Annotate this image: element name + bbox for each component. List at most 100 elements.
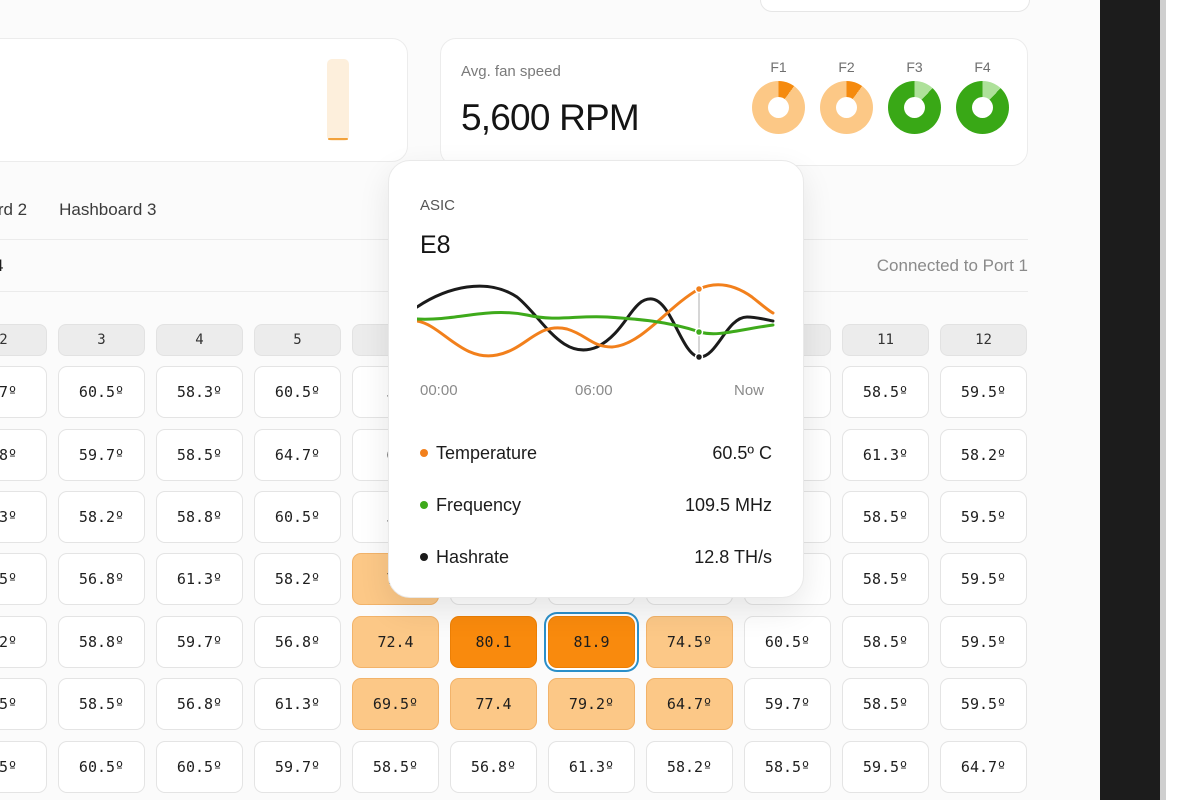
time-label-mid: 06:00 — [575, 382, 613, 399]
column-header[interactable]: 11 — [842, 324, 929, 356]
asic-cell[interactable]: 59.7º — [58, 429, 145, 481]
asic-cell[interactable]: 60.5º — [58, 741, 145, 793]
asic-cell[interactable]: .5º — [0, 741, 47, 793]
frequency-point — [694, 327, 704, 337]
asic-cell[interactable]: 58.5º — [842, 616, 929, 668]
hashboard-tabs: hboard 2 Hashboard 3 — [0, 200, 156, 220]
asic-cell[interactable]: 79.2º — [548, 678, 635, 730]
hashrate-dot — [420, 553, 428, 561]
asic-cell[interactable]: 60.5º — [58, 366, 145, 418]
metric-frequency: Frequency 109.5 MHz — [420, 494, 772, 516]
asic-cell[interactable]: 77.4 — [450, 678, 537, 730]
asic-cell[interactable]: .7º — [0, 366, 47, 418]
asic-cell[interactable]: 58.8º — [156, 491, 243, 543]
asic-cell[interactable]: 56.8º — [254, 616, 341, 668]
metric-value: 109.5 MHz — [684, 494, 772, 515]
hashrate-line — [417, 284, 775, 359]
asic-cell[interactable]: .2º — [0, 616, 47, 668]
asic-cell[interactable]: 58.5º — [842, 366, 929, 418]
asic-cell[interactable]: .5º — [0, 678, 47, 730]
fan-donut — [888, 81, 941, 134]
asic-cell[interactable]: 58.2º — [940, 429, 1027, 481]
column-header[interactable]: 12 — [940, 324, 1027, 356]
asic-cell[interactable]: 58.5º — [352, 741, 439, 793]
summary-card — [0, 38, 408, 162]
asic-cell[interactable]: 59.5º — [940, 678, 1027, 730]
asic-cell[interactable]: 59.7º — [156, 616, 243, 668]
fan-donut — [752, 81, 805, 134]
column-header[interactable]: 5 — [254, 324, 341, 356]
column-header[interactable]: 2 — [0, 324, 47, 356]
metric-label: Hashrate — [436, 546, 510, 567]
asic-cell[interactable]: 61.3º — [156, 553, 243, 605]
asic-cell[interactable]: 60.5º — [156, 741, 243, 793]
asic-cell[interactable]: 58.2º — [646, 741, 733, 793]
asic-cell[interactable]: .5º — [0, 553, 47, 605]
asic-cell[interactable]: 60.5º — [254, 366, 341, 418]
asic-cell[interactable]: 61.3º — [842, 429, 929, 481]
asic-cell[interactable]: 59.5º — [842, 741, 929, 793]
hashrate-point — [694, 352, 704, 362]
background — [1166, 0, 1200, 800]
device-edge — [1160, 0, 1166, 800]
fan-gauge-3: F3 — [888, 59, 941, 134]
fan-gauge-label: F3 — [906, 59, 923, 75]
asic-cell[interactable]: 56.8º — [156, 678, 243, 730]
asic-cell[interactable]: 58.5º — [156, 429, 243, 481]
device-bezel — [1100, 0, 1160, 800]
asic-cell[interactable]: 72.4 — [352, 616, 439, 668]
tab-hashboard-3[interactable]: Hashboard 3 — [59, 200, 157, 219]
fan-gauge-2: F2 — [820, 59, 873, 134]
column-header[interactable]: 3 — [58, 324, 145, 356]
metric-hashrate: Hashrate 12.8 TH/s — [420, 546, 772, 568]
asic-cell[interactable]: 81.9 — [548, 616, 635, 668]
asic-cell[interactable]: 61.3º — [548, 741, 635, 793]
asic-cell[interactable]: 60.5º — [254, 491, 341, 543]
asic-cell[interactable]: 58.3º — [156, 366, 243, 418]
asic-cell[interactable]: 58.5º — [744, 741, 831, 793]
asic-cell[interactable]: 64.7º — [940, 741, 1027, 793]
asic-cell[interactable]: .8º — [0, 429, 47, 481]
asic-cell[interactable]: 59.5º — [940, 616, 1027, 668]
fan-gauge-1: F1 — [752, 59, 805, 134]
asic-cell[interactable]: 58.8º — [58, 616, 145, 668]
asic-tooltip: ASIC E8 00:00 06:00 Now Temperature 60.5… — [388, 160, 804, 598]
column-header[interactable]: 4 — [156, 324, 243, 356]
asic-cell[interactable]: 58.5º — [842, 553, 929, 605]
fan-gauges: F1 F2 F3 F4 — [752, 59, 1009, 134]
asic-cell[interactable]: 69.5º — [352, 678, 439, 730]
asic-cell[interactable]: 59.7º — [254, 741, 341, 793]
asic-cell[interactable]: 58.2º — [254, 553, 341, 605]
fan-gauge-4: F4 — [956, 59, 1009, 134]
metric-label: Frequency — [436, 494, 522, 515]
asic-cell[interactable]: 58.5º — [842, 678, 929, 730]
asic-cell[interactable]: 56.8º — [450, 741, 537, 793]
metric-temperature: Temperature 60.5º C — [420, 442, 772, 464]
frequency-line — [417, 311, 775, 336]
asic-cell[interactable]: 59.7º — [744, 678, 831, 730]
tab-hashboard-2[interactable]: hboard 2 — [0, 200, 28, 219]
asic-cell[interactable]: 58.2º — [58, 491, 145, 543]
tooltip-kicker: ASIC — [420, 197, 456, 214]
asic-cell[interactable]: 60.5º — [744, 616, 831, 668]
asic-cell[interactable]: 61.3º — [254, 678, 341, 730]
asic-cell[interactable]: 59.5º — [940, 491, 1027, 543]
metric-label: Temperature — [436, 442, 538, 463]
asic-cell[interactable]: 59.5º — [940, 553, 1027, 605]
asic-cell[interactable]: 58.5º — [58, 678, 145, 730]
asic-cell[interactable]: 64.7º — [646, 678, 733, 730]
asic-cell[interactable]: 56.8º — [58, 553, 145, 605]
fan-speed-card: Avg. fan speed 5,600 RPM F1 F2 F3 F4 — [440, 38, 1028, 166]
fan-speed-label: Avg. fan speed — [461, 63, 561, 80]
top-control[interactable] — [760, 0, 1030, 12]
asic-cell[interactable]: 58.5º — [842, 491, 929, 543]
time-label-start: 00:00 — [420, 382, 458, 399]
level-bar — [327, 59, 349, 141]
asic-cell[interactable]: 74.5º — [646, 616, 733, 668]
asic-cell[interactable]: 59.5º — [940, 366, 1027, 418]
asic-cell[interactable]: 80.1 — [450, 616, 537, 668]
temperature-line — [417, 283, 775, 358]
fan-gauge-label: F1 — [770, 59, 787, 75]
asic-cell[interactable]: 64.7º — [254, 429, 341, 481]
asic-cell[interactable]: .3º — [0, 491, 47, 543]
